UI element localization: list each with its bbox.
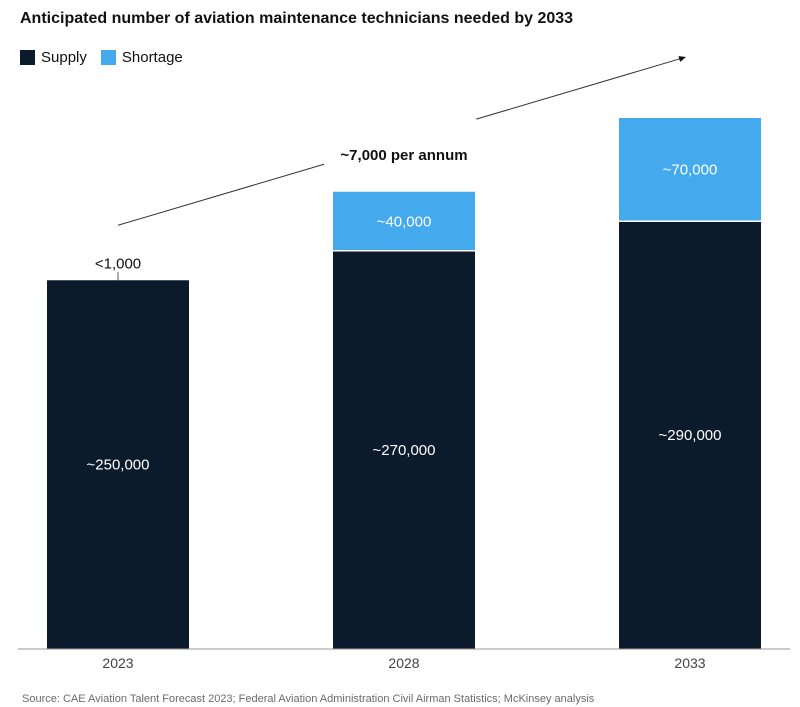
source-note: Source: CAE Aviation Talent Forecast 202… — [22, 693, 595, 705]
data-label-supply-2023: ~250,000 — [87, 457, 150, 474]
data-label-shortage-2033: ~70,000 — [663, 162, 718, 179]
legend-swatch-supply — [20, 50, 35, 65]
legend-item-supply: Supply — [20, 49, 87, 66]
trend-line-right — [476, 58, 681, 120]
trend-line-left — [117, 163, 325, 226]
bar-supply-2033 — [619, 221, 761, 649]
data-label-supply-2033: ~290,000 — [659, 427, 722, 444]
legend-label-supply: Supply — [41, 49, 87, 66]
trend-annotation: ~7,000 per annum — [340, 147, 467, 164]
legend: Supply Shortage — [20, 49, 197, 66]
bar-shortage-2028 — [333, 191, 475, 251]
bar-supply-2028 — [333, 250, 475, 649]
legend-label-shortage: Shortage — [121, 49, 183, 66]
data-label-shortage-2028: ~40,000 — [377, 213, 432, 230]
x-tick-label-2028: 2028 — [388, 655, 419, 671]
chart-title: Anticipated number of aviation maintenan… — [20, 10, 574, 27]
bar-supply-2023 — [47, 280, 189, 649]
x-tick-label-2023: 2023 — [102, 655, 133, 671]
x-tick-label-2033: 2033 — [674, 655, 705, 671]
legend-swatch-shortage — [100, 50, 116, 65]
trend-arrowhead — [678, 56, 686, 62]
legend-item-shortage: Shortage — [100, 49, 183, 66]
bar-shortage-2033 — [619, 118, 761, 222]
data-label-supply-2028: ~270,000 — [373, 442, 436, 459]
data-label-shortage-2023: <1,000 — [95, 255, 141, 272]
